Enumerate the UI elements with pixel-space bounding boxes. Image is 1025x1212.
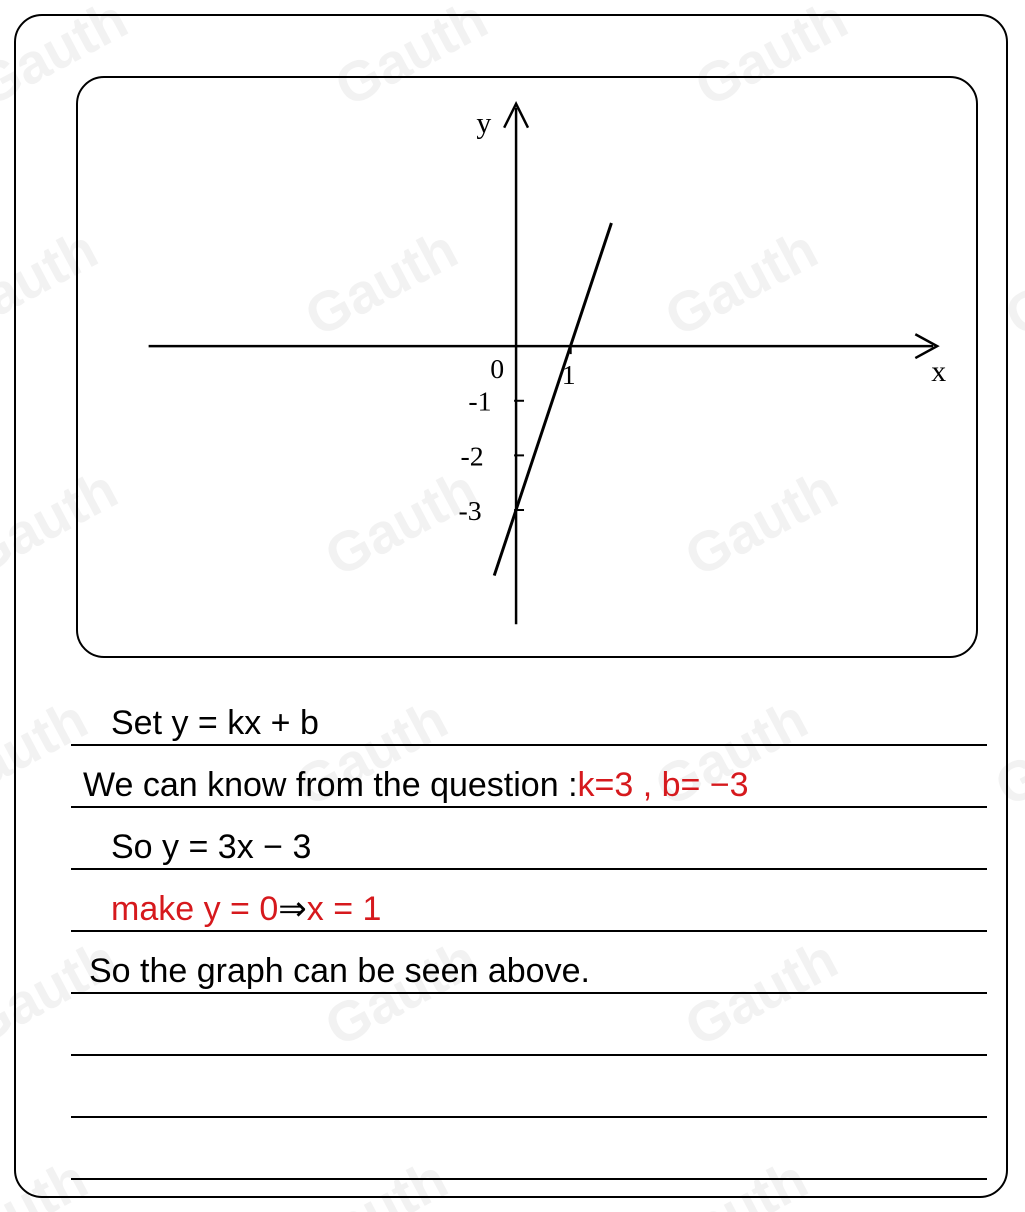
hw-line-empty [71, 1118, 987, 1180]
hw-text: Set y = kx + b [71, 706, 319, 740]
graph-frame: y x 0 1 -1 -2 -3 [76, 76, 978, 658]
hw-line: So y = 3x − 3 [71, 808, 987, 870]
hw-line-empty [71, 1056, 987, 1118]
x-axis-label: x [931, 355, 946, 388]
hw-line: make y = 0 ⇒ x = 1 [71, 870, 987, 932]
hw-text: So y = 3x − 3 [71, 830, 311, 864]
hw-text: make y = 0 ⇒ x = 1 [71, 892, 381, 926]
hw-text: So the graph can be seen above. [71, 954, 590, 988]
handwriting-area: Set y = kx + b We can know from the ques… [71, 684, 987, 1180]
origin-label: 0 [490, 354, 504, 385]
y-tick-label-neg2: -2 [460, 441, 483, 472]
hw-text: We can know from the question : k=3 , b=… [71, 768, 749, 802]
y-tick-label-neg1: -1 [468, 387, 491, 418]
graph-plot: y x 0 1 -1 -2 -3 [78, 78, 976, 656]
outer-card: y x 0 1 -1 -2 -3 Set y = kx + b We c [14, 14, 1008, 1198]
hw-line-empty [71, 994, 987, 1056]
hw-line: Set y = kx + b [71, 684, 987, 746]
plot-line [494, 223, 611, 576]
hw-line: We can know from the question : k=3 , b=… [71, 746, 987, 808]
y-tick-label-neg3: -3 [458, 496, 481, 527]
y-axis-label: y [476, 107, 491, 140]
hw-line: So the graph can be seen above. [71, 932, 987, 994]
